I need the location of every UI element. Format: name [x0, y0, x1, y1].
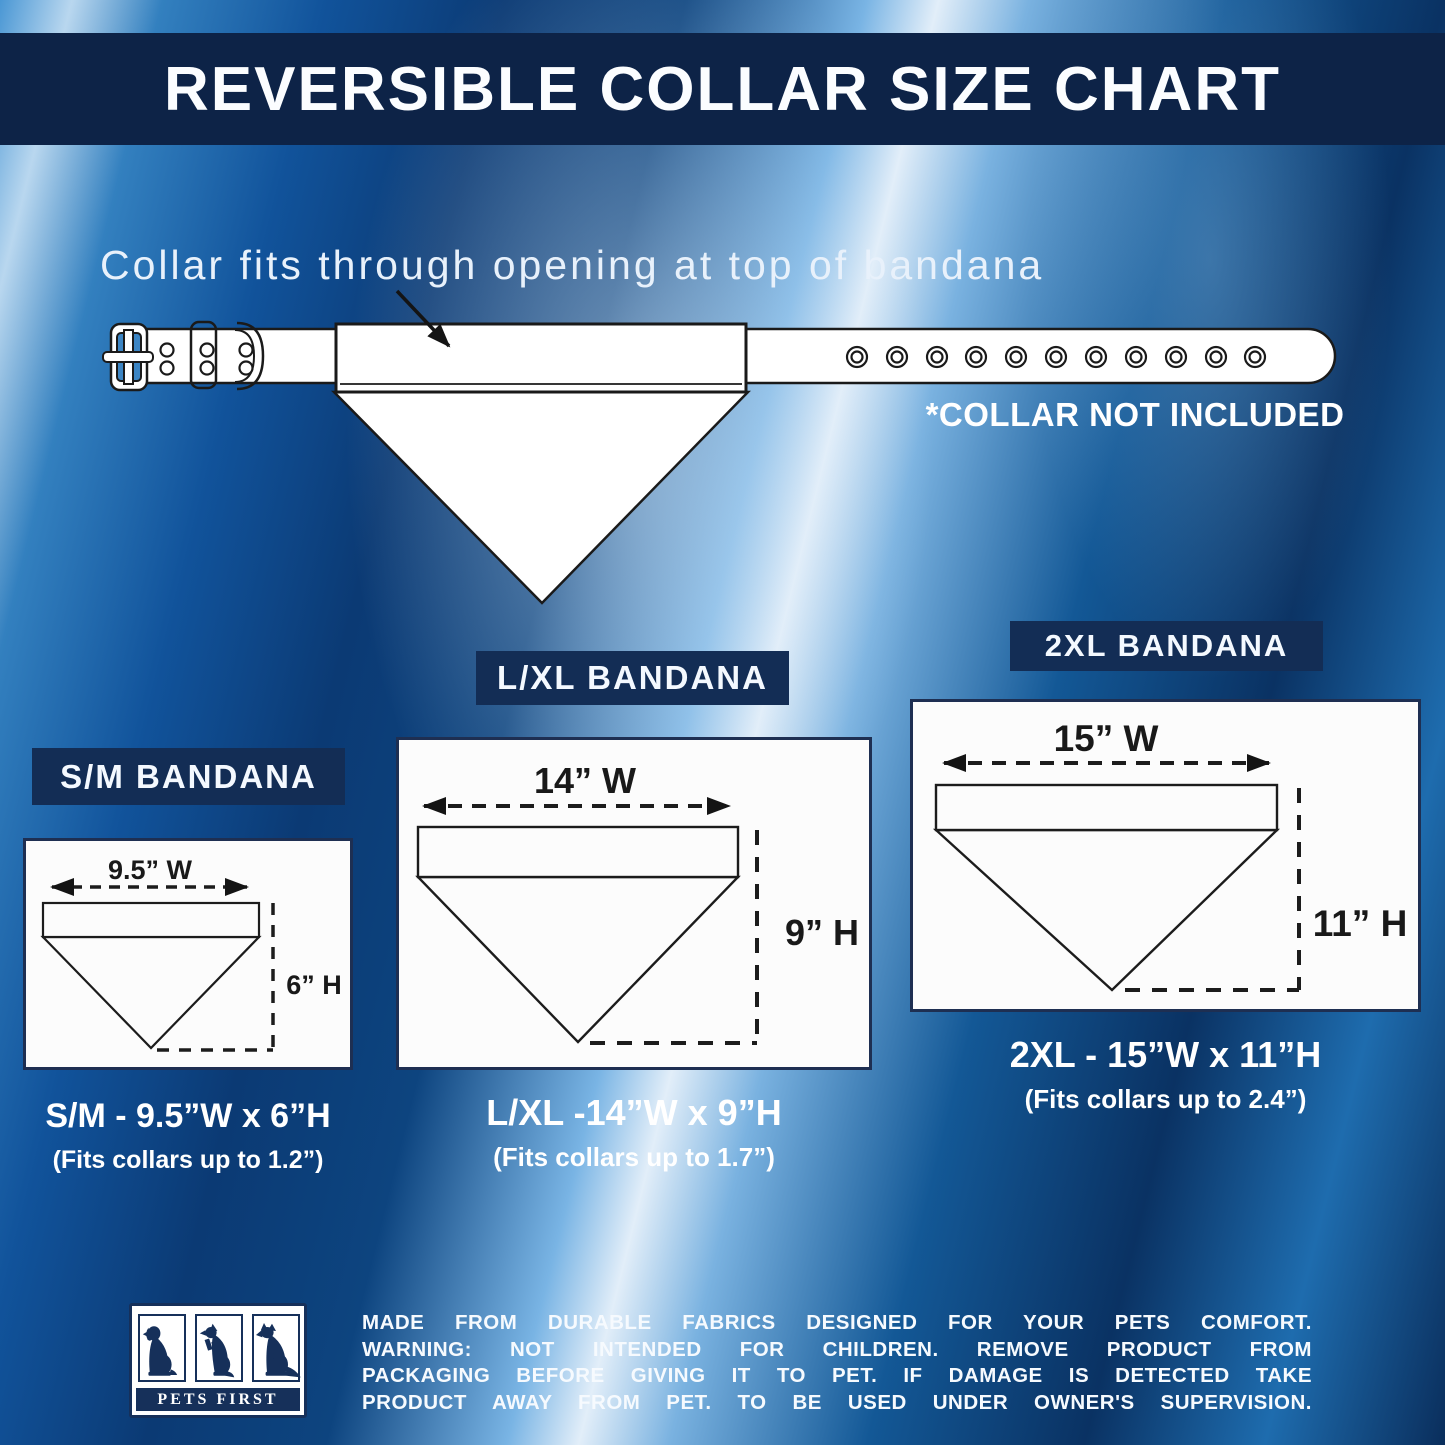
disclaimer-line: WARNING: NOT INTENDED FOR CHILDREN. REMO…: [362, 1337, 1312, 1361]
pointer-arrow: [395, 289, 451, 348]
lxl-width-label: 14” W: [533, 760, 637, 801]
collar-keeper: [189, 320, 218, 390]
logo-square-1: [138, 1314, 186, 1382]
lxl-height-label: 9” H: [784, 912, 860, 953]
collar-note-text: Collar fits through opening at top of ba…: [100, 242, 1045, 288]
logo-square-3: [252, 1314, 301, 1382]
collar-illustration: [102, 289, 1337, 605]
lxl-caption: L/XL -14”W x 9”H: [486, 1092, 782, 1133]
page-title: REVERSIBLE COLLAR SIZE CHART: [164, 54, 1281, 124]
disclaimer-line: MADE FROM DURABLE FABRICS DESIGNED FOR Y…: [362, 1311, 1312, 1334]
bandana-triangle: [331, 390, 751, 605]
2xl-caption: 2XL - 15”W x 11”H: [1009, 1034, 1322, 1075]
footer-disclaimer: MADE FROM DURABLE FABRICS DESIGNED FOR Y…: [362, 1310, 1312, 1416]
collar-keeper-curved-inner: [234, 329, 256, 383]
2xl-panel-label: 2XL BANDANA: [1010, 621, 1323, 671]
sm-panel-label: S/M BANDANA: [32, 748, 345, 805]
sm-fits: (Fits collars up to 1.2”): [52, 1146, 324, 1174]
2xl-width-label: 15” W: [1053, 718, 1159, 759]
lxl-fits: (Fits collars up to 1.7”): [493, 1142, 775, 1172]
collar-holes: [159, 342, 254, 376]
2xl-height-label: 11” H: [1312, 903, 1408, 944]
sm-height-label: 6” H: [286, 970, 342, 1000]
collar-keeper-curved: [236, 321, 265, 391]
logo-square-2: [195, 1314, 243, 1382]
brand-logo: PETS FIRST: [129, 1303, 307, 1418]
2xl-fits: (Fits collars up to 2.4”): [1024, 1084, 1307, 1114]
dog-icon-jumping: [199, 1323, 235, 1378]
disclaimer-line: PACKAGING BEFORE GIVING IT TO PET. IF DA…: [362, 1364, 1312, 1387]
collar-eyelets: [845, 345, 1267, 369]
bandana-sleeve: [334, 322, 748, 394]
header-bar: REVERSIBLE COLLAR SIZE CHART: [0, 33, 1445, 145]
collar-strap: [113, 327, 1337, 385]
dog-icon-retriever: [142, 1326, 178, 1376]
buckle-pin: [102, 351, 154, 363]
dog-icon-shepherd: [256, 1323, 301, 1378]
sm-caption: S/M - 9.5”W x 6”H: [45, 1097, 331, 1135]
2xl-diagram-box: [910, 699, 1421, 1012]
collar-buckle: [102, 322, 154, 392]
sm-width-label: 9.5” W: [107, 855, 193, 885]
lxl-panel-label: L/XL BANDANA: [476, 651, 789, 705]
brand-name: PETS FIRST: [136, 1388, 300, 1411]
collar-disclaimer-text: *COLLAR NOT INCLUDED: [925, 396, 1345, 433]
disclaimer-line: PRODUCT AWAY FROM PET. TO BE USED UNDER …: [362, 1390, 1312, 1414]
